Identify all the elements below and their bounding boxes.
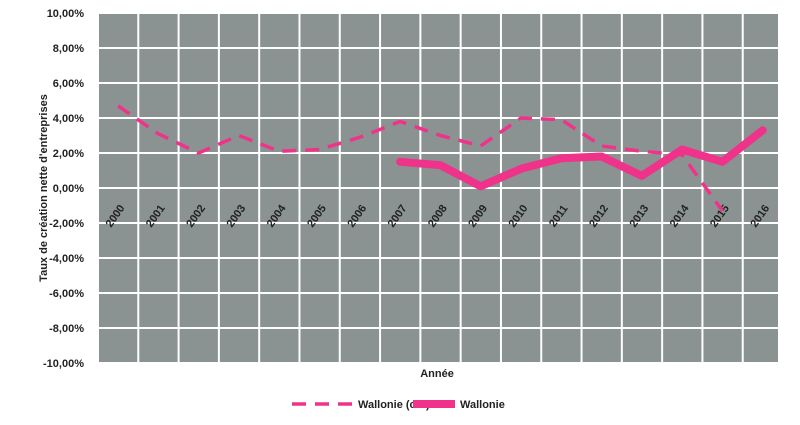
y-axis-title: Taux de création nette d'entreprises bbox=[38, 94, 50, 282]
y-tick-label: -2,00% bbox=[49, 218, 84, 230]
plot-area bbox=[97, 12, 780, 364]
y-tick-label: 4,00% bbox=[53, 113, 84, 125]
legend-item-wallonie: Wallonie bbox=[413, 399, 505, 411]
y-tick-label: -4,00% bbox=[49, 253, 84, 265]
legend-item-wallonie-old: Wallonie (old) bbox=[292, 399, 430, 411]
legend-label-wallonie: Wallonie bbox=[460, 399, 505, 411]
y-tick-label: -6,00% bbox=[49, 288, 84, 300]
y-tick-label: -10,00% bbox=[43, 358, 84, 370]
legend-label-wallonie-old: Wallonie (old) bbox=[358, 399, 430, 411]
legend: Wallonie (old) Wallonie bbox=[292, 399, 505, 411]
y-tick-label: -8,00% bbox=[49, 323, 84, 335]
y-tick-label: 6,00% bbox=[53, 78, 84, 90]
y-tick-label: 8,00% bbox=[53, 43, 84, 55]
series-line-wallonie bbox=[396, 126, 767, 191]
series-line-wallonie-old bbox=[117, 104, 724, 212]
y-tick-label: 2,00% bbox=[53, 148, 84, 160]
y-tick-label: 0,00% bbox=[53, 183, 84, 195]
x-axis-title: Année bbox=[420, 368, 454, 380]
series-layer bbox=[117, 104, 767, 212]
y-tick-label: 10,00% bbox=[47, 8, 85, 20]
y-axis-ticks: 10,00% 8,00% 6,00% 4,00% 2,00% 0,00% -2,00% -4,… bbox=[43, 8, 84, 370]
